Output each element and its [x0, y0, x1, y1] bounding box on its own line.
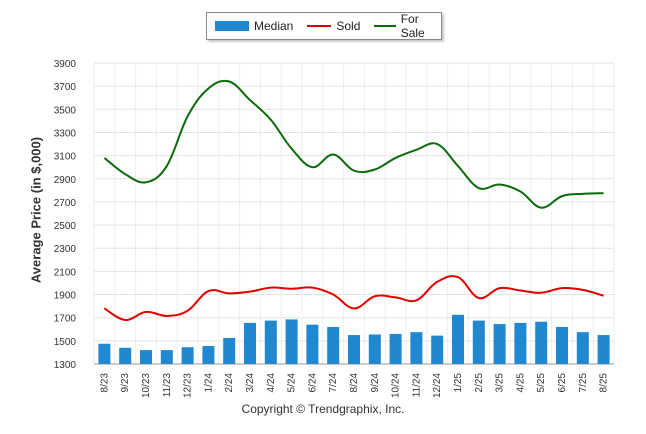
- median-bars: [98, 314, 610, 364]
- bar-2/24: [223, 337, 236, 364]
- bar-12/23: [181, 347, 194, 364]
- bar-5/24: [285, 319, 298, 364]
- x-tick-label: 9/23: [120, 373, 131, 393]
- x-tick-label: 12/24: [432, 373, 443, 398]
- x-tick-label: 7/24: [328, 373, 339, 393]
- grid: [93, 62, 615, 365]
- bar-9/23: [119, 347, 132, 364]
- y-tick-label: 1300: [54, 360, 77, 371]
- legend-swatch-sold: [307, 25, 332, 27]
- bar-8/25: [597, 335, 610, 364]
- bar-2/25: [472, 320, 485, 364]
- x-tick-label: 8/23: [99, 373, 110, 393]
- y-tick-label: 3700: [54, 82, 77, 93]
- x-tick-label: 6/24: [307, 373, 318, 393]
- x-tick-label: 10/23: [141, 373, 152, 398]
- x-tick-label: 4/25: [515, 373, 526, 393]
- x-tick-label: 3/24: [245, 373, 256, 393]
- legend: Median Sold For Sale: [206, 12, 442, 40]
- legend-label-median: Median: [254, 19, 294, 33]
- bar-9/24: [368, 334, 381, 364]
- bar-10/23: [140, 350, 152, 364]
- x-tick-label: 8/24: [349, 373, 360, 393]
- legend-swatch-for-sale: [374, 25, 396, 27]
- legend-item-sold: Sold: [307, 19, 360, 33]
- y-tick-label: 2900: [54, 175, 77, 186]
- x-tick-label: 4/24: [266, 373, 277, 393]
- bar-4/24: [264, 320, 277, 364]
- x-tick-labels: 8/23 9/23 10/23 11/23 12/23 1/24 2/24 3/24 4/24 5…: [99, 373, 609, 398]
- legend-swatch-median: [215, 21, 249, 31]
- y-tick-label: 2100: [54, 267, 77, 278]
- bar-7/24: [327, 326, 340, 364]
- bar-6/25: [556, 326, 568, 364]
- bar-1/25: [452, 314, 464, 364]
- bar-3/24: [244, 322, 256, 364]
- bar-12/24: [431, 335, 444, 364]
- y-tick-label: 2300: [54, 244, 77, 255]
- bar-10/24: [389, 333, 402, 364]
- x-tick-label: 12/23: [183, 373, 194, 398]
- x-tick-label: 2/24: [224, 373, 235, 393]
- y-tick-label: 1500: [54, 337, 77, 348]
- legend-item-median: Median: [215, 19, 293, 33]
- y-tick-label: 3900: [54, 59, 77, 70]
- x-tick-label: 11/24: [411, 373, 422, 398]
- lines: [103, 79, 604, 322]
- bar-6/24: [306, 324, 319, 364]
- bar-4/25: [514, 322, 527, 364]
- y-tick-label: 3100: [54, 152, 77, 163]
- bar-7/25: [576, 332, 589, 364]
- bar-11/23: [160, 350, 173, 364]
- x-tick-label: 5/25: [536, 373, 547, 393]
- copyright-text: Copyright © Trendgraphix, Inc.: [241, 402, 405, 416]
- y-tick-label: 1900: [54, 291, 77, 302]
- bar-5/25: [535, 321, 548, 364]
- y-tick-label: 1700: [54, 314, 77, 325]
- bar-3/25: [493, 324, 506, 364]
- x-tick-label: 8/25: [599, 373, 610, 393]
- x-tick-label: 11/23: [162, 373, 173, 398]
- line-for-sale: [103, 79, 604, 209]
- legend-label-sold: Sold: [336, 19, 361, 33]
- legend-label-for-sale: For Sale: [400, 12, 425, 40]
- y-tick-label: 3300: [54, 128, 77, 139]
- legend-item-for-sale: For Sale: [374, 12, 441, 40]
- x-tick-label: 5/24: [287, 373, 298, 393]
- bar-11/24: [410, 332, 423, 364]
- bar-8/23: [98, 343, 111, 364]
- bar-1/24: [202, 346, 215, 364]
- x-tick-label: 2/25: [474, 373, 485, 393]
- y-tick-label: 2500: [54, 221, 77, 232]
- bar-8/24: [348, 335, 360, 364]
- x-tick-label: 3/25: [495, 373, 506, 393]
- x-tick-label: 6/25: [557, 373, 568, 393]
- x-tick-label: 1/24: [203, 373, 214, 393]
- x-tick-label: 9/24: [370, 373, 381, 393]
- x-tick-label: 10/24: [391, 373, 402, 398]
- y-tick-label: 3500: [54, 105, 77, 116]
- x-tick-label: 7/25: [578, 373, 589, 393]
- x-tick-label: 1/25: [453, 373, 464, 393]
- line-sold: [103, 275, 604, 322]
- y-axis-label: Average Price (in $,000): [28, 136, 44, 284]
- y-tick-label: 2700: [54, 198, 77, 209]
- y-tick-labels: 1300 1500 1700 1900 2100 2300 2500 2700 2900 3100…: [54, 59, 77, 371]
